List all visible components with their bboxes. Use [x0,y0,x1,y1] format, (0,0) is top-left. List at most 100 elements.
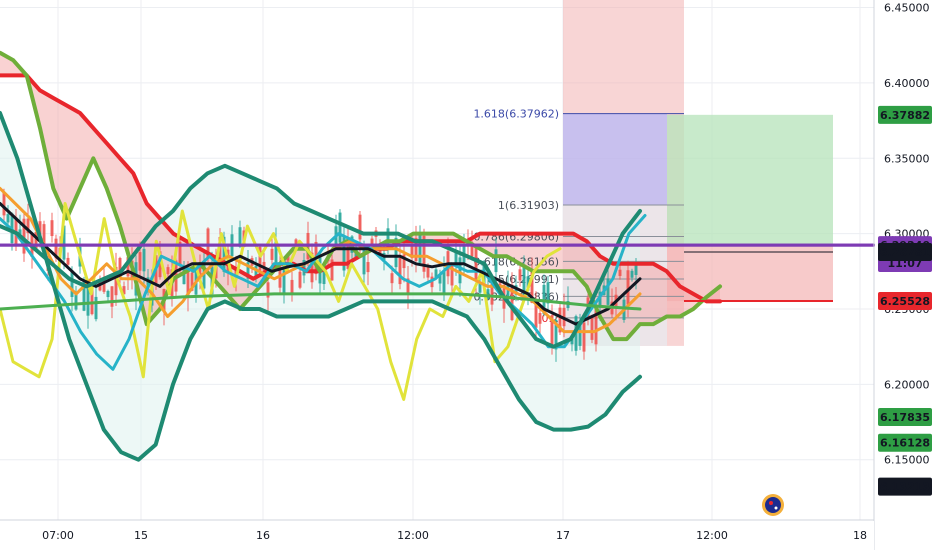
candle-body [414,238,418,262]
candle-body [386,228,390,244]
candle-body [530,268,534,303]
candle-body [22,218,26,254]
candle-body [330,259,334,281]
candle-body [518,269,522,281]
candle-body [98,282,102,291]
candle-body [378,246,382,257]
price-label-box [878,477,932,496]
candle-body [546,282,550,304]
candle-body [50,220,54,237]
candle-body [410,245,414,259]
candle-body [370,238,374,245]
candle-body [582,322,586,352]
candle-body [590,315,594,340]
candle-body [138,252,142,271]
candle-body [442,270,446,295]
candle-body [478,283,482,293]
price-tick-label: 6.40000 [884,77,930,90]
candle-body [62,225,66,260]
candle-body [34,232,38,249]
candle-body [554,319,558,350]
candle-body [558,307,562,333]
candle-body [94,296,98,320]
candle-body [26,218,30,234]
candle-body [110,286,114,307]
price-label-box [878,105,932,124]
candle-body [550,315,554,347]
flag-icon-star [774,506,778,510]
candle-body [122,286,126,295]
candle-body [450,264,454,286]
candle-body [526,276,530,291]
candle-body [90,283,94,315]
candle-body [258,246,262,273]
fib-extension-zone [563,113,667,205]
price-label-text: 6.13213 [880,481,930,494]
price-tick-label: 6.35000 [884,152,930,165]
price-label-box [878,242,932,261]
candle-body [506,283,510,302]
candle-body [606,278,610,305]
candle-body [218,236,222,265]
candle-body [14,217,18,244]
candle-body [238,227,242,247]
candle-body [6,214,10,223]
flag-icon-star [769,501,773,505]
candle-body [626,270,630,305]
time-tick-label: 17 [556,529,570,542]
candle-body [54,238,58,259]
candle-body [426,267,430,278]
time-axis-ticks: 07:00 15 16 12:00 17 12:00 18 [42,529,867,542]
long-target-zone [667,114,833,246]
candle-body [394,237,398,268]
price-label-box [878,433,932,452]
candle-body [514,285,518,295]
candle-body [366,262,370,273]
candle-body [290,279,294,294]
candle-body [106,290,110,298]
time-tick-label: 12:00 [696,529,728,542]
candle-body [338,212,342,243]
candle-body [406,278,410,295]
candle-body [634,265,638,275]
candle-body [418,234,422,263]
candle-body [490,279,494,305]
price-tick-label: 6.45000 [884,2,930,15]
candle-body [510,284,514,321]
price-axis-labels: 6.378826.2924011:076.287816.255286.17835… [878,105,932,496]
candle-body [82,280,86,311]
flag-icon[interactable] [762,494,784,516]
candle-body [18,229,22,237]
candle-body [270,248,274,260]
candle-body [126,257,130,277]
candle-body [198,265,202,282]
candle-body [118,257,122,273]
time-tick-label: 12:00 [397,529,429,542]
candle-body [178,241,182,266]
candle-body [434,269,438,279]
candle-body [282,258,286,294]
candle-body [438,274,442,284]
candle-body [190,272,194,291]
fib-level-label: 1(6.31903) [498,199,559,212]
candle-body [486,289,490,300]
indicator-line [0,292,642,311]
price-label-text: 6.16128 [880,437,930,450]
horizontal-lines [0,243,874,303]
candle-body [102,278,106,292]
indicator-line [0,214,647,371]
candle-body [342,237,346,271]
candle-body [114,266,118,296]
candle-body [298,271,302,288]
candle-body [534,304,538,328]
candle-body [222,236,226,272]
price-label-text: 6.25528 [880,295,930,308]
candle-body [630,270,634,278]
candle-body [594,309,598,345]
price-tick-label: 6.15000 [884,454,930,467]
time-tick-label: 15 [134,529,148,542]
price-label-text: 6.37882 [880,109,930,122]
indicator-line [0,111,642,462]
